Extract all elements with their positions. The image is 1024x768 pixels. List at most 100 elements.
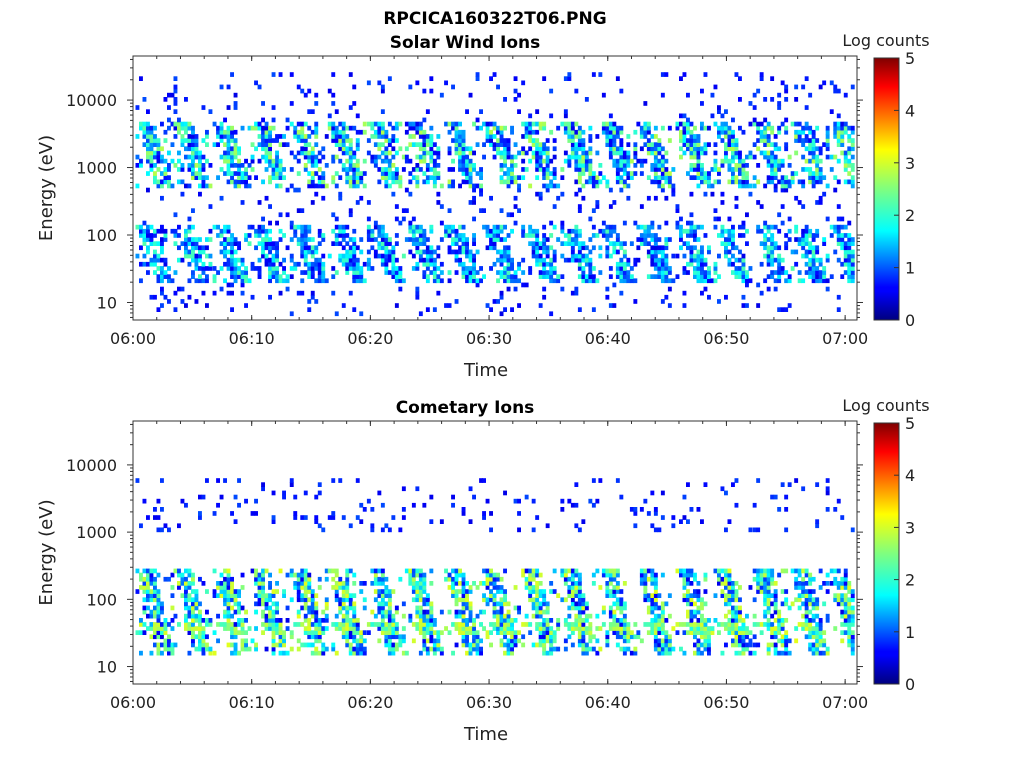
heatmap-cell bbox=[479, 646, 483, 652]
heatmap-cell bbox=[156, 274, 161, 279]
heatmap-cell bbox=[745, 228, 749, 234]
heatmap-cell bbox=[278, 261, 283, 267]
heatmap-cell bbox=[439, 609, 444, 615]
heatmap-cell bbox=[738, 76, 742, 81]
heatmap-cell bbox=[454, 568, 459, 574]
heatmap-cell bbox=[153, 613, 157, 619]
heatmap-cell bbox=[619, 241, 624, 246]
heatmap-cell bbox=[836, 179, 841, 185]
heatmap-cell bbox=[840, 121, 845, 127]
heatmap-cell bbox=[384, 622, 389, 627]
heatmap-cell bbox=[567, 76, 572, 81]
heatmap-cell bbox=[734, 146, 739, 152]
heatmap-cell bbox=[763, 237, 768, 242]
heatmap-cell bbox=[734, 179, 739, 185]
heatmap-cell bbox=[496, 618, 500, 623]
heatmap-cell bbox=[156, 618, 161, 623]
heatmap-cell bbox=[173, 134, 178, 139]
heatmap-cell bbox=[264, 167, 269, 172]
heatmap-cell bbox=[352, 179, 357, 185]
heatmap-cell bbox=[198, 618, 202, 623]
heatmap-cell bbox=[271, 257, 276, 263]
heatmap-cell bbox=[230, 233, 234, 238]
heatmap-cell bbox=[142, 125, 147, 131]
heatmap-cell bbox=[588, 146, 593, 152]
heatmap-cell bbox=[307, 307, 312, 312]
heatmap-cell bbox=[549, 261, 554, 267]
heatmap-cell bbox=[567, 585, 572, 590]
heatmap-cell bbox=[268, 134, 272, 139]
heatmap-cell bbox=[461, 270, 466, 275]
heatmap-cell bbox=[633, 278, 638, 284]
heatmap-cell bbox=[521, 121, 526, 127]
heatmap-cell bbox=[331, 154, 336, 160]
heatmap-cell bbox=[352, 150, 357, 156]
heatmap-cell bbox=[408, 179, 413, 185]
heatmap-cell bbox=[588, 613, 593, 619]
heatmap-cell bbox=[598, 585, 603, 590]
heatmap-cell bbox=[432, 630, 437, 635]
heatmap-cell bbox=[348, 597, 353, 603]
heatmap-cell bbox=[591, 278, 596, 284]
heatmap-cell bbox=[352, 241, 357, 246]
heatmap-cell bbox=[741, 253, 746, 259]
heatmap-cell bbox=[257, 134, 262, 139]
heatmap-cell bbox=[268, 605, 272, 611]
heatmap-cell bbox=[432, 158, 437, 164]
heatmap-cell bbox=[689, 245, 694, 251]
heatmap-cell bbox=[790, 175, 795, 180]
heatmap-cell bbox=[847, 241, 852, 246]
heatmap-cell bbox=[425, 253, 430, 259]
heatmap-cell bbox=[394, 274, 399, 279]
heatmap-cell bbox=[591, 572, 596, 578]
heatmap-cell bbox=[496, 237, 500, 242]
heatmap-cell bbox=[829, 109, 834, 114]
heatmap-cell bbox=[472, 187, 476, 193]
heatmap-cell bbox=[257, 576, 262, 582]
heatmap-cell bbox=[584, 158, 589, 164]
heatmap-cell bbox=[212, 290, 217, 296]
heatmap-cell bbox=[748, 191, 753, 197]
heatmap-cell bbox=[387, 76, 392, 81]
heatmap-cell bbox=[850, 163, 855, 168]
heatmap-cell bbox=[766, 274, 771, 279]
heatmap-cell bbox=[425, 109, 430, 114]
heatmap-cell bbox=[664, 175, 669, 180]
heatmap-cell bbox=[271, 609, 276, 615]
heatmap-cell bbox=[418, 576, 423, 582]
heatmap-cell bbox=[240, 282, 245, 288]
heatmap-cell bbox=[418, 146, 423, 152]
heatmap-cell bbox=[422, 154, 427, 160]
heatmap-cell bbox=[574, 129, 579, 135]
heatmap-cell bbox=[394, 609, 399, 615]
heatmap-cell bbox=[574, 121, 579, 127]
heatmap-cell bbox=[682, 142, 687, 147]
heatmap-cell bbox=[317, 630, 322, 635]
heatmap-cell bbox=[752, 105, 757, 110]
heatmap-cell bbox=[422, 572, 427, 578]
heatmap-cell bbox=[650, 163, 655, 168]
heatmap-cell bbox=[156, 515, 161, 520]
heatmap-cell bbox=[401, 613, 406, 619]
heatmap-cell bbox=[187, 613, 192, 619]
heatmap-cell bbox=[317, 158, 322, 164]
heatmap-cell bbox=[784, 129, 789, 135]
heatmap-cell bbox=[187, 142, 192, 147]
heatmap-cell bbox=[664, 630, 669, 635]
heatmap-cell bbox=[531, 572, 536, 578]
heatmap-cell bbox=[366, 257, 371, 263]
heatmap-cell bbox=[734, 72, 739, 77]
heatmap-cell bbox=[201, 626, 206, 631]
heatmap-cell bbox=[615, 146, 620, 152]
heatmap-cell bbox=[454, 589, 459, 594]
heatmap-cell bbox=[454, 581, 459, 586]
heatmap-cell bbox=[314, 622, 319, 627]
heatmap-cell bbox=[643, 224, 648, 230]
heatmap-cell bbox=[237, 589, 241, 594]
heatmap-cell bbox=[146, 568, 150, 574]
heatmap-cell bbox=[731, 150, 735, 156]
heatmap-cell bbox=[398, 266, 403, 271]
heatmap-cell bbox=[180, 299, 185, 304]
heatmap-cell bbox=[244, 609, 248, 615]
heatmap-cell bbox=[804, 76, 809, 81]
